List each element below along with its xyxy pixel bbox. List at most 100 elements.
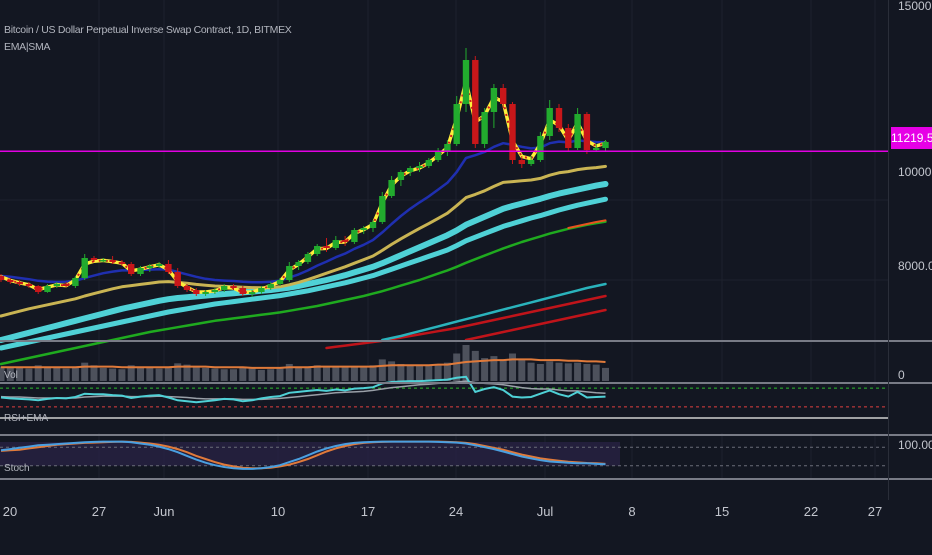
volume-bar: [183, 364, 191, 381]
volume-bar: [285, 363, 293, 381]
volume-bar: [592, 364, 600, 381]
candle-body: [416, 166, 423, 168]
pane-frames: [0, 0, 932, 500]
rsi-pane-label: RSI+EMA: [4, 413, 49, 424]
volume-bar: [434, 363, 442, 381]
candle-body: [137, 268, 144, 274]
volume-bar: [71, 367, 79, 381]
volume-bar: [44, 366, 51, 381]
candle-body: [574, 114, 581, 148]
volume-bar: [267, 369, 275, 381]
candle-body: [155, 264, 163, 266]
candle-body: [239, 288, 246, 294]
candle-body: [109, 260, 116, 262]
x-tick-label: 20: [2, 504, 18, 519]
candle-body: [211, 290, 219, 292]
moving-averages: [0, 79, 609, 366]
candle-body: [62, 284, 70, 286]
candle-body: [518, 160, 525, 164]
candle-body: [472, 60, 479, 144]
volume-bar: [230, 369, 237, 381]
volume-bar: [25, 368, 33, 381]
volume-bar: [164, 367, 172, 381]
x-tick-label: 15: [714, 504, 730, 519]
volume-bar: [574, 362, 582, 381]
candle-body: [25, 284, 33, 286]
candle-body: [0, 276, 5, 280]
volume-axis-label: 0: [898, 368, 905, 382]
candle-body: [397, 172, 405, 180]
candle-body: [314, 246, 321, 254]
candle-body: [230, 286, 237, 288]
candle-body: [81, 258, 88, 278]
stoch-pane: [0, 440, 888, 470]
candle-body: [35, 286, 42, 292]
candle-body: [258, 288, 265, 292]
volume-bar: [109, 368, 117, 381]
candle-body: [434, 152, 442, 160]
rsi-pane: [0, 375, 888, 433]
x-tick-label: 22: [803, 504, 819, 519]
candle-body: [90, 258, 98, 260]
candle-body: [341, 240, 349, 242]
last-price-badge: 11219.5: [891, 127, 932, 149]
volume-bar: [62, 368, 70, 381]
volume-bar: [490, 356, 498, 381]
candle-body: [7, 280, 14, 282]
candle-body: [267, 284, 274, 288]
candle-body: [193, 290, 200, 294]
candle-body: [555, 108, 563, 128]
ma-line: [0, 196, 608, 351]
volume-bar: [211, 368, 219, 381]
ema-dotted-overlay: [0, 80, 606, 294]
volume-bar: [360, 367, 368, 381]
candle-body: [286, 266, 293, 280]
volume-bar: [34, 365, 42, 381]
price-tick-label: 15000.0: [898, 0, 932, 13]
candle-body: [444, 144, 451, 152]
volume-bar: [583, 363, 591, 381]
candle-body: [593, 148, 600, 150]
volume-bar: [16, 367, 24, 381]
candle-body: [146, 266, 153, 268]
volume-bar: [406, 365, 414, 381]
volume-bar: [137, 366, 144, 381]
candle-body: [248, 292, 256, 294]
volume-bar: [341, 367, 349, 381]
candle-body: [304, 254, 312, 262]
stoch-pane-label: Stoch: [4, 463, 30, 474]
candle-body: [118, 262, 126, 264]
volume-bar: [220, 369, 228, 381]
volume-bar: [602, 367, 609, 381]
candle-body: [509, 104, 516, 160]
volume-bar: [239, 367, 247, 381]
price-tick-label: 10000.0: [898, 165, 932, 179]
candle-body: [602, 142, 609, 148]
volume-bar: [518, 358, 526, 381]
x-tick-label: 10: [270, 504, 286, 519]
volume-bar: [564, 363, 572, 381]
volume-pane: [0, 345, 609, 381]
volume-bar: [443, 362, 451, 381]
volume-bar: [276, 368, 284, 381]
candle-body: [388, 180, 395, 196]
candles: [0, 48, 888, 297]
volume-bar: [499, 360, 507, 381]
candle-body: [481, 112, 488, 144]
candle-body: [500, 88, 507, 104]
ma-line: [0, 139, 607, 284]
volume-bar: [0, 366, 5, 381]
x-tick-label: Jul: [536, 504, 554, 519]
volume-bar: [257, 369, 265, 381]
volume-bar: [509, 353, 516, 381]
volume-bar: [546, 361, 554, 381]
volume-ma-line: [1, 358, 606, 369]
volume-bar: [536, 363, 544, 381]
x-tick-label: 8: [628, 504, 636, 519]
volume-bar: [416, 365, 423, 381]
volume-bar: [146, 367, 154, 381]
price-tick-label: 8000.0: [898, 259, 932, 273]
volume-bar: [481, 358, 489, 381]
